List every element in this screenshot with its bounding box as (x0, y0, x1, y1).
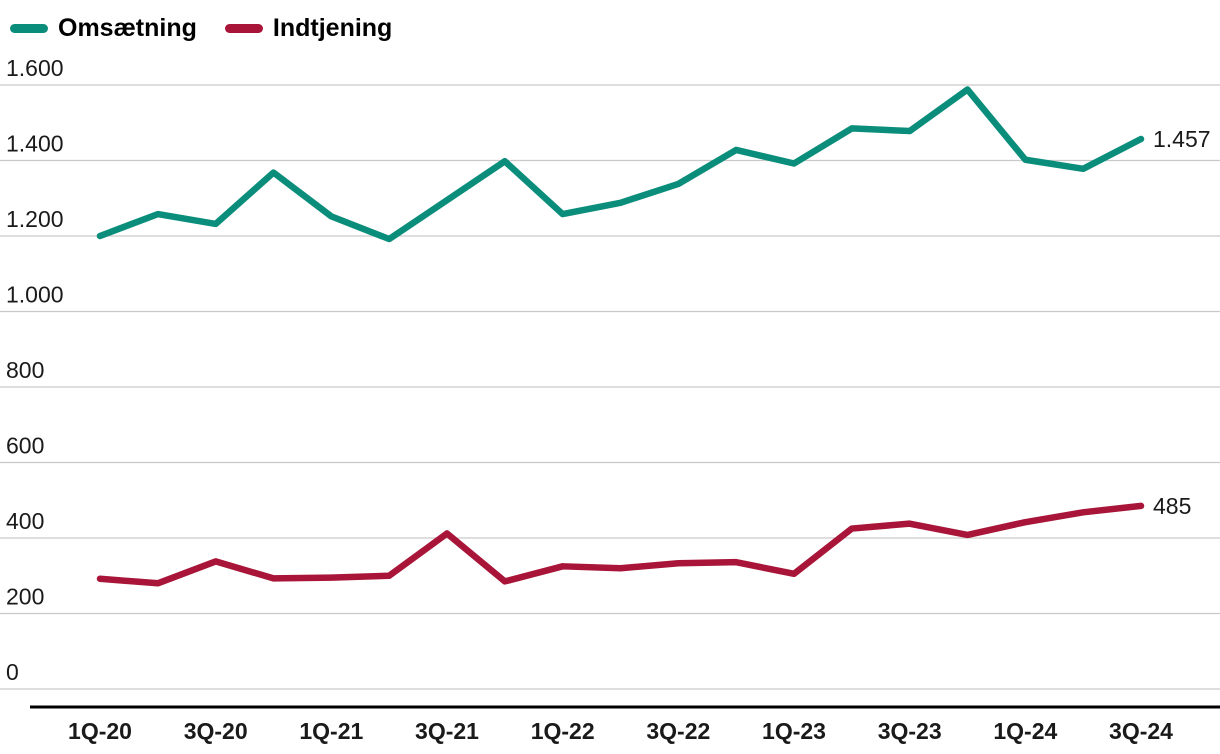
x-axis-tick-label: 1Q-20 (68, 718, 132, 744)
y-axis-tick-label: 1.600 (6, 55, 64, 81)
omsaetning-line-swatch (10, 24, 48, 33)
x-axis-tick-label: 1Q-24 (993, 718, 1057, 744)
y-axis-tick-label: 1.000 (6, 282, 64, 308)
series-line-indtjening (96, 502, 1145, 587)
x-axis-tick-label: 3Q-24 (1109, 718, 1173, 744)
chart-legend: Omsætning Indtjening (10, 16, 392, 41)
y-axis-tick-label: 0 (6, 659, 19, 685)
y-axis-tick-label: 1.200 (6, 206, 64, 232)
legend-item-omsaetning: Omsætning (10, 16, 197, 41)
y-axis-tick-label: 600 (6, 433, 44, 459)
x-axis-tick-label: 1Q-22 (531, 718, 595, 744)
series-end-value-label: 485 (1153, 493, 1191, 519)
legend-label-omsaetning: Omsætning (58, 14, 197, 42)
indtjening-line-swatch (224, 24, 263, 33)
series-end-value-label: 1.457 (1153, 126, 1211, 152)
x-axis-tick-label: 3Q-20 (184, 718, 248, 744)
legend-label-indtjening: Indtjening (272, 14, 393, 42)
x-axis-tick-label: 1Q-21 (299, 718, 363, 744)
y-axis-tick-label: 400 (6, 508, 44, 534)
legend-item-indtjening: Indtjening (224, 14, 393, 42)
x-axis-tick-label: 3Q-21 (415, 718, 479, 744)
x-axis-tick-label: 3Q-22 (646, 718, 710, 744)
x-axis-tick-label: 1Q-23 (762, 718, 826, 744)
y-axis-tick-label: 800 (6, 357, 44, 383)
x-axis-tick-label: 3Q-23 (878, 718, 942, 744)
series-line-omsætning (96, 86, 1145, 243)
y-axis-tick-label: 200 (6, 584, 44, 610)
y-axis-tick-label: 1.400 (6, 131, 64, 157)
